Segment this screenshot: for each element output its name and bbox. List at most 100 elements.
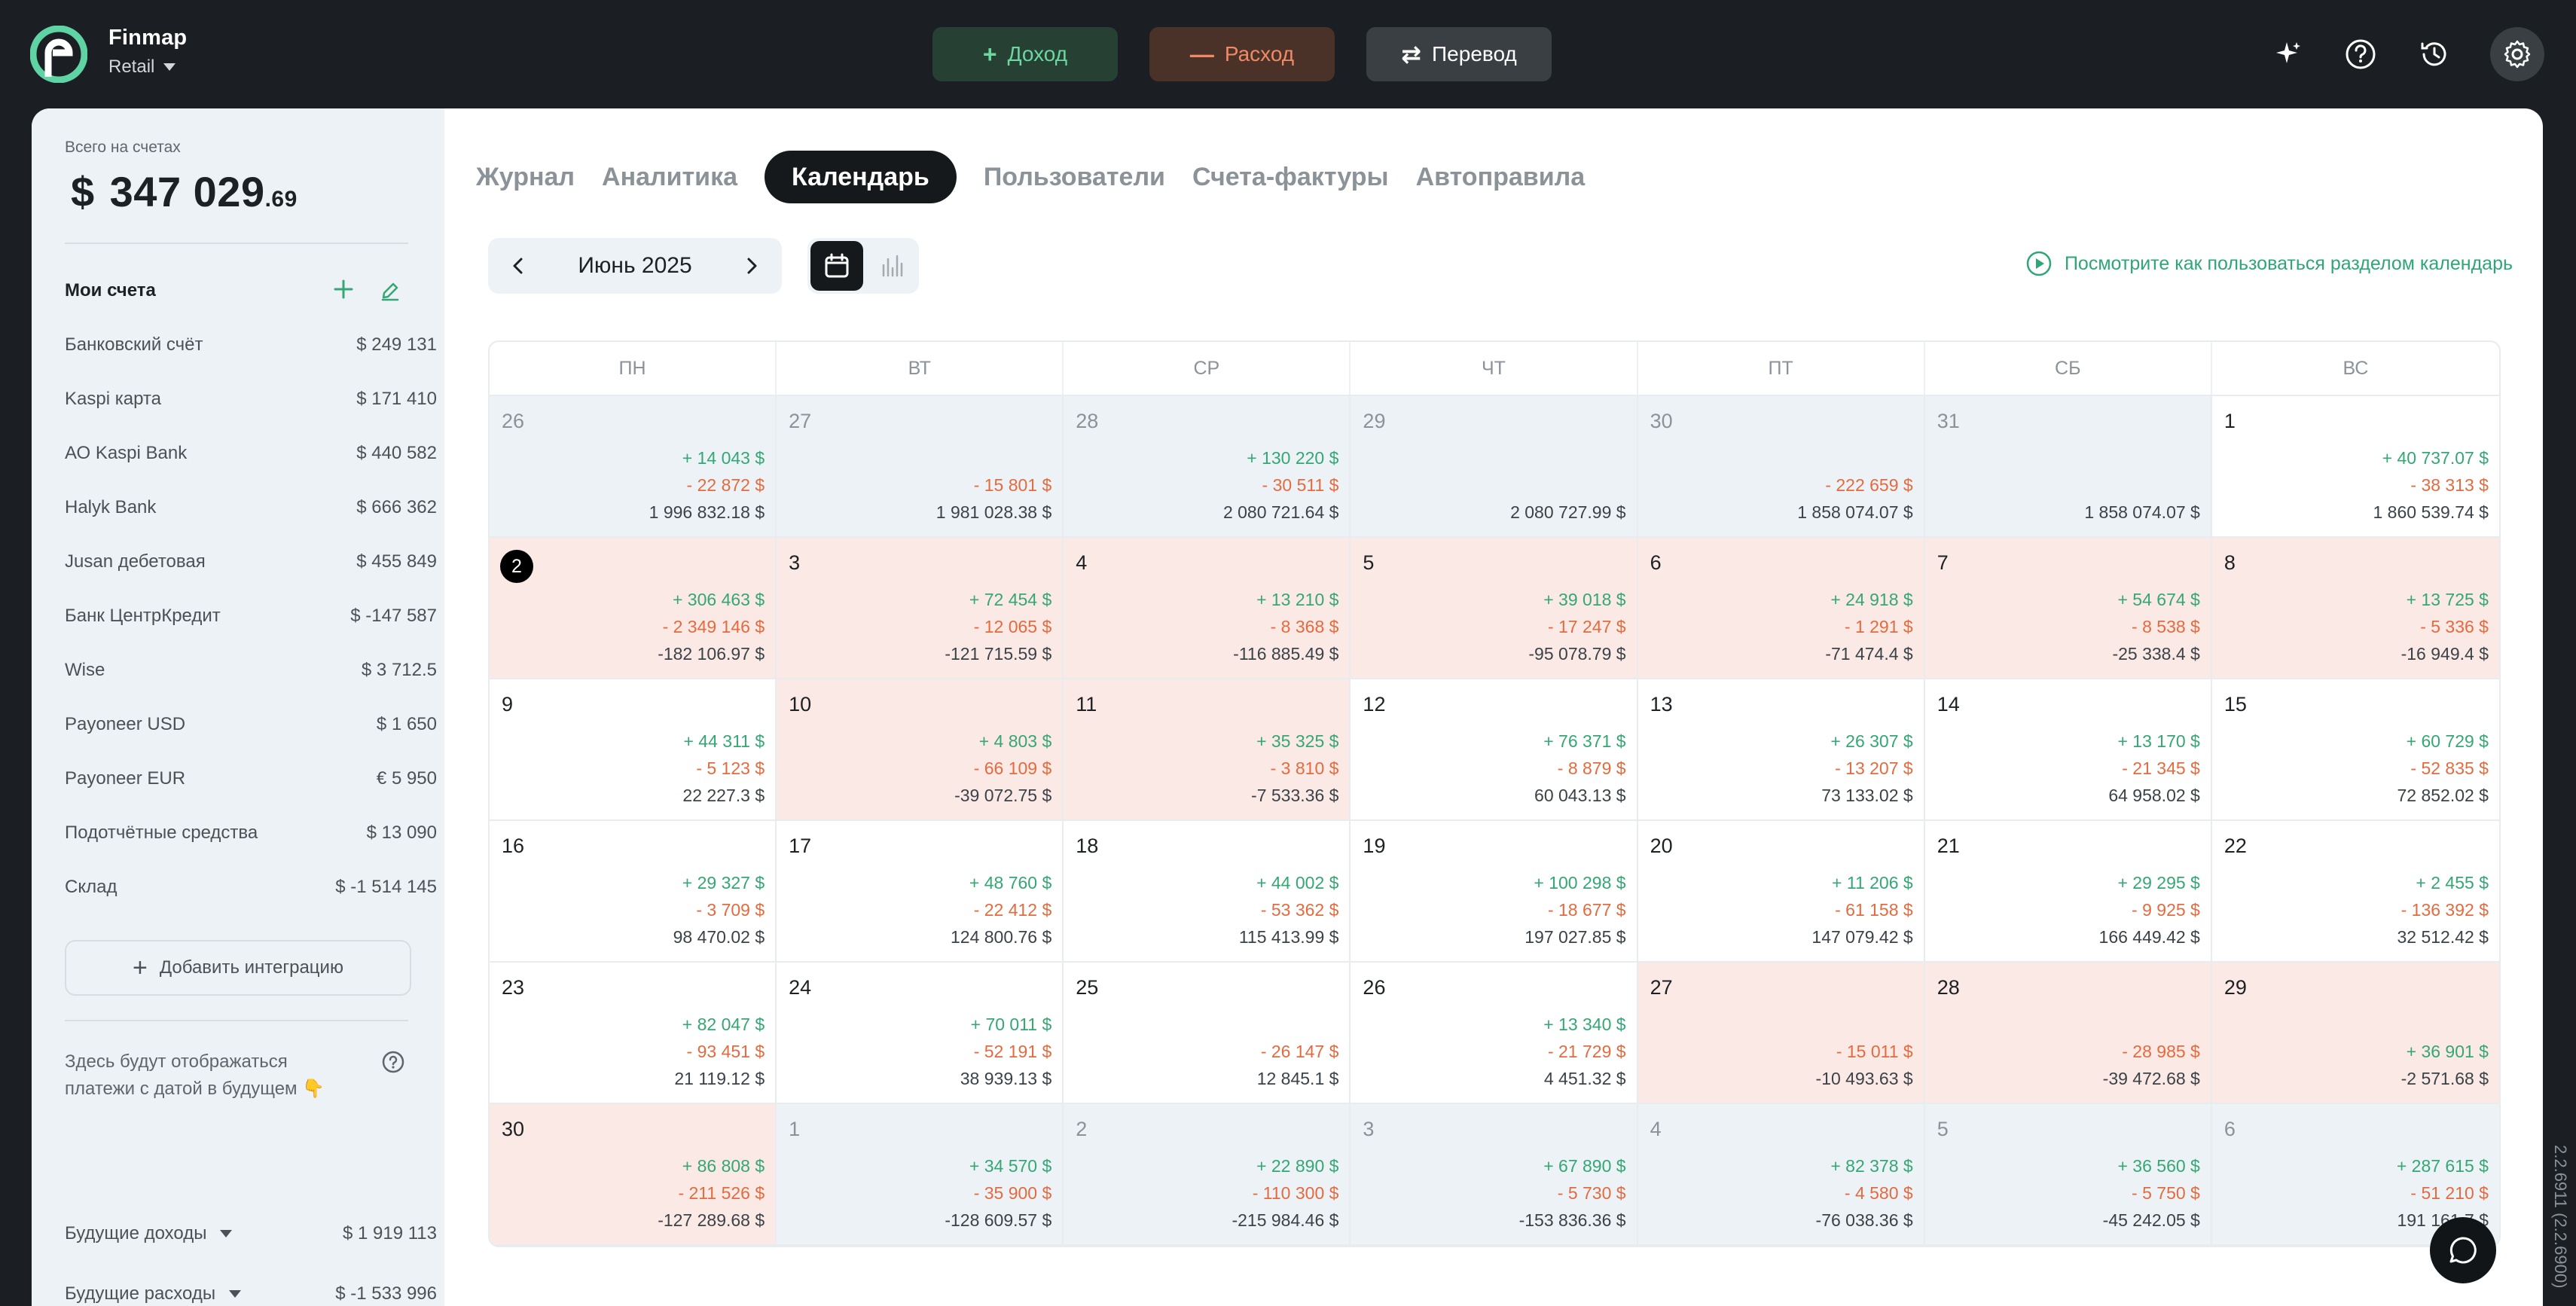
- tab-0[interactable]: Журнал: [476, 162, 575, 191]
- calendar-day-cell[interactable]: 31 1 858 074.07 $: [1924, 396, 2212, 538]
- calendar-day-cell[interactable]: 23 + 82 047 $ - 93 451 $ 21 119.12 $: [490, 963, 777, 1104]
- calendar-day-cell[interactable]: 22 + 2 455 $ - 136 392 $ 32 512.42 $: [2211, 821, 2499, 963]
- calendar-day-cell[interactable]: 4 + 82 378 $ - 4 580 $ -76 038.36 $: [1637, 1104, 1925, 1246]
- day-expense: - 30 511 $: [1262, 475, 1339, 495]
- chevron-right-icon[interactable]: [741, 255, 762, 276]
- add-expense-label: Расход: [1224, 42, 1295, 66]
- account-row[interactable]: Банк ЦентрКредит $ -147 587: [65, 601, 437, 631]
- day-balance: 72 852.02 $: [2397, 786, 2489, 805]
- calendar-day-cell[interactable]: 10 + 4 803 $ - 66 109 $ -39 072.75 $: [777, 679, 1064, 821]
- calendar-day-cell[interactable]: 5 + 36 560 $ - 5 750 $ -45 242.05 $: [1924, 1104, 2212, 1246]
- chart-view-icon[interactable]: [869, 241, 916, 291]
- calendar-day-cell[interactable]: 3 + 72 454 $ - 12 065 $ -121 715.59 $: [777, 538, 1064, 679]
- calendar-day-cell[interactable]: 24 + 70 011 $ - 52 191 $ 38 939.13 $: [777, 963, 1064, 1104]
- calendar-day-cell[interactable]: 1 + 34 570 $ - 35 900 $ -128 609.57 $: [777, 1104, 1064, 1246]
- tab-2[interactable]: Календарь: [765, 151, 957, 203]
- account-row[interactable]: Подотчётные средства $ 13 090: [65, 818, 437, 848]
- calendar-day-cell[interactable]: 25 - 26 147 $ 12 845.1 $: [1064, 963, 1351, 1104]
- future-payments-note: Здесь будут отображаться платежи с датой…: [65, 1051, 325, 1099]
- gear-icon[interactable]: [2490, 27, 2544, 81]
- sparkle-icon[interactable]: [2267, 33, 2309, 75]
- add-integration-button[interactable]: + Добавить интеграцию: [65, 940, 411, 996]
- account-row[interactable]: Wise $ 3 712.5: [65, 655, 437, 685]
- chevron-down-icon[interactable]: [229, 1290, 242, 1298]
- calendar-day-cell[interactable]: 13 + 26 307 $ - 13 207 $ 73 133.02 $: [1637, 679, 1925, 821]
- edit-accounts-icon[interactable]: [375, 276, 405, 306]
- calendar-day-cell[interactable]: 18 + 44 002 $ - 53 362 $ 115 413.99 $: [1064, 821, 1351, 963]
- day-balance: -127 289.68 $: [658, 1210, 765, 1230]
- calendar-day-cell[interactable]: 3 + 67 890 $ - 5 730 $ -153 836.36 $: [1351, 1104, 1638, 1246]
- calendar-day-cell[interactable]: 26 + 13 340 $ - 21 729 $ 4 451.32 $: [1351, 963, 1638, 1104]
- tab-1[interactable]: Аналитика: [602, 162, 737, 191]
- add-account-icon[interactable]: [328, 274, 359, 304]
- calendar-day-cell[interactable]: 28 + 130 220 $ - 30 511 $ 2 080 721.64 $: [1064, 396, 1351, 538]
- day-amounts: + 82 378 $ - 4 580 $ -76 038.36 $: [1816, 1152, 1913, 1234]
- history-icon[interactable]: [2413, 33, 2455, 75]
- calendar-day-cell[interactable]: 16 + 29 327 $ - 3 709 $ 98 470.02 $: [490, 821, 777, 963]
- calendar-day-cell[interactable]: 21 + 29 295 $ - 9 925 $ 166 449.42 $: [1924, 821, 2212, 963]
- calendar-day-cell[interactable]: 2 + 22 890 $ - 110 300 $ -215 984.46 $: [1064, 1104, 1351, 1246]
- add-expense-button[interactable]: — Расход: [1149, 27, 1335, 81]
- account-row[interactable]: Банковский счёт $ 249 131: [65, 330, 437, 360]
- calendar-day-cell[interactable]: 11 + 35 325 $ - 3 810 $ -7 533.36 $: [1064, 679, 1351, 821]
- account-row[interactable]: Kaspi карта $ 171 410: [65, 384, 437, 414]
- support-chat-button[interactable]: [2430, 1217, 2496, 1283]
- calendar-howto-link[interactable]: Посмотрите как пользоваться разделом кал…: [2025, 250, 2513, 277]
- calendar-day-cell[interactable]: 28 - 28 985 $ -39 472.68 $: [1924, 963, 2212, 1104]
- day-balance: 1 858 074.07 $: [2084, 502, 2200, 522]
- day-expense: - 93 451 $: [686, 1042, 765, 1061]
- calendar-day-cell[interactable]: 2 + 306 463 $ - 2 349 146 $ -182 106.97 $: [490, 538, 777, 679]
- add-transfer-button[interactable]: ⇄ Перевод: [1366, 27, 1552, 81]
- calendar-day-cell[interactable]: 1 + 40 737.07 $ - 38 313 $ 1 860 539.74 $: [2211, 396, 2499, 538]
- calendar-day-cell[interactable]: 30 - 222 659 $ 1 858 074.07 $: [1637, 396, 1925, 538]
- day-number: 13: [1650, 693, 1673, 716]
- account-row[interactable]: АО Kaspi Bank $ 440 582: [65, 438, 437, 468]
- calendar-day-cell[interactable]: 29 2 080 727.99 $: [1351, 396, 1638, 538]
- calendar-day-cell[interactable]: 15 + 60 729 $ - 52 835 $ 72 852.02 $: [2211, 679, 2499, 821]
- day-income: + 4 803 $: [978, 731, 1052, 751]
- calendar-day-cell[interactable]: 7 + 54 674 $ - 8 538 $ -25 338.4 $: [1924, 538, 2212, 679]
- calendar-day-cell[interactable]: 9 + 44 311 $ - 5 123 $ 22 227.3 $: [490, 679, 777, 821]
- weekday-header: ПН ВТ СР ЧТ ПТ СБ ВС: [490, 342, 2499, 396]
- account-row[interactable]: Payoneer USD $ 1 650: [65, 709, 437, 740]
- calendar-day-cell[interactable]: 14 + 13 170 $ - 21 345 $ 64 958.02 $: [1924, 679, 2212, 821]
- calendar-day-cell[interactable]: 19 + 100 298 $ - 18 677 $ 197 027.85 $: [1351, 821, 1638, 963]
- account-name: Jusan дебетовая: [65, 551, 206, 572]
- tab-4[interactable]: Счета-фактуры: [1192, 162, 1389, 191]
- calendar-day-cell[interactable]: 8 + 13 725 $ - 5 336 $ -16 949.4 $: [2211, 538, 2499, 679]
- finmap-logo[interactable]: [29, 25, 88, 84]
- calendar-day-cell[interactable]: 30 + 86 808 $ - 211 526 $ -127 289.68 $: [490, 1104, 777, 1246]
- day-expense: - 222 659 $: [1825, 475, 1913, 495]
- calendar-day-cell[interactable]: 17 + 48 760 $ - 22 412 $ 124 800.76 $: [777, 821, 1064, 963]
- account-row[interactable]: Payoneer EUR € 5 950: [65, 764, 437, 794]
- divider: [65, 243, 408, 244]
- future-expense-row[interactable]: Будущие расходы $ -1 533 996: [65, 1279, 437, 1306]
- day-amounts: + 13 340 $ - 21 729 $ 4 451.32 $: [1543, 1011, 1625, 1092]
- day-number: 22: [2223, 835, 2247, 857]
- calendar-day-cell[interactable]: 12 + 76 371 $ - 8 879 $ 60 043.13 $: [1351, 679, 1638, 821]
- calendar-day-cell[interactable]: 20 + 11 206 $ - 61 158 $ 147 079.42 $: [1637, 821, 1925, 963]
- calendar-view-icon[interactable]: [810, 241, 863, 291]
- chevron-down-icon[interactable]: [220, 1230, 233, 1237]
- current-month[interactable]: Июнь 2025: [578, 253, 692, 278]
- calendar-day-cell[interactable]: 27 - 15 011 $ -10 493.63 $: [1637, 963, 1925, 1104]
- workspace-switcher[interactable]: Finmap Retail: [108, 26, 187, 78]
- chevron-left-icon[interactable]: [508, 255, 529, 276]
- calendar-day-cell[interactable]: 27 - 15 801 $ 1 981 028.38 $: [777, 396, 1064, 538]
- tab-3[interactable]: Пользователи: [983, 162, 1165, 191]
- calendar-day-cell[interactable]: 6 + 24 918 $ - 1 291 $ -71 474.4 $: [1637, 538, 1925, 679]
- account-row[interactable]: Jusan дебетовая $ 455 849: [65, 547, 437, 577]
- help-icon[interactable]: [2339, 33, 2382, 75]
- add-income-button[interactable]: + Доход: [932, 27, 1118, 81]
- calendar-day-cell[interactable]: 5 + 39 018 $ - 17 247 $ -95 078.79 $: [1351, 538, 1638, 679]
- help-icon[interactable]: [381, 1050, 405, 1074]
- calendar-day-cell[interactable]: 4 + 13 210 $ - 8 368 $ -116 885.49 $: [1064, 538, 1351, 679]
- calendar-day-cell[interactable]: 29 + 36 901 $ -2 571.68 $: [2211, 963, 2499, 1104]
- account-amount: $ 249 131: [356, 334, 437, 355]
- account-row[interactable]: Halyk Bank $ 666 362: [65, 493, 437, 523]
- account-row[interactable]: Склад $ -1 514 145: [65, 872, 437, 902]
- future-income-row[interactable]: Будущие доходы $ 1 919 113: [65, 1219, 437, 1249]
- tab-5[interactable]: Автоправила: [1415, 162, 1586, 191]
- calendar-day-cell[interactable]: 26 + 14 043 $ - 22 872 $ 1 996 832.18 $: [490, 396, 777, 538]
- plus-icon: +: [982, 40, 997, 68]
